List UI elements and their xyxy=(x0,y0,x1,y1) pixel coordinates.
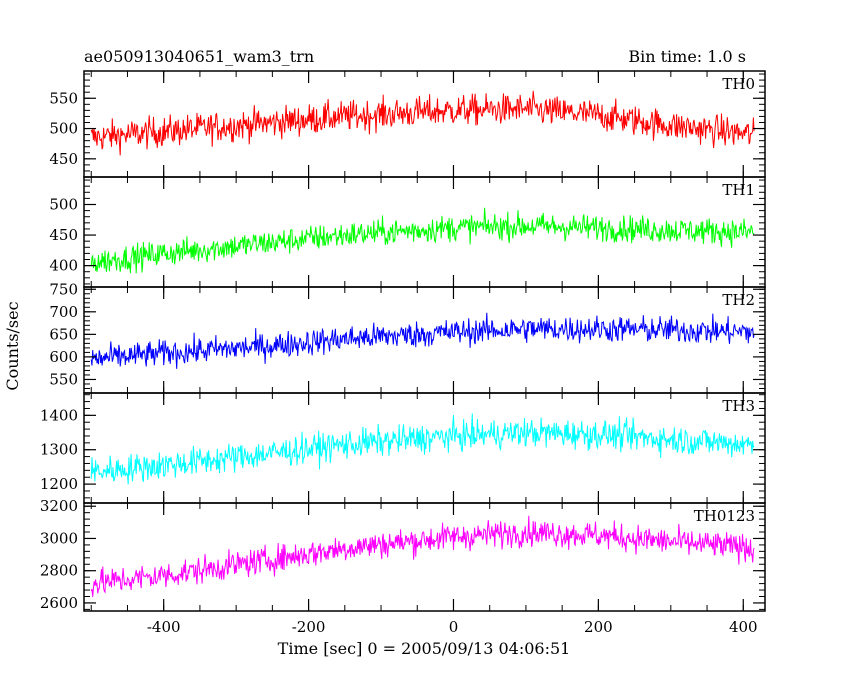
panel-th0: 450 500 550 TH0 xyxy=(49,70,766,178)
panel-label: TH0123 xyxy=(694,507,755,525)
panels-group: 450 500 550 TH0 400 450 500 TH1 550 600 650 700 750 T… xyxy=(40,70,766,636)
y-tick-label: 450 xyxy=(49,150,78,168)
x-axis-label: Time [sec] 0 = 2005/09/13 04:06:51 xyxy=(278,639,571,658)
y-tick-label: 550 xyxy=(49,89,78,107)
panel-label: TH1 xyxy=(722,181,755,199)
x-tick-label: 200 xyxy=(584,618,613,636)
panel-frame xyxy=(83,502,766,612)
series-line-th0123 xyxy=(90,515,755,597)
panel-th2: 550 600 650 700 750 TH2 xyxy=(49,280,766,394)
y-tick-label: 3200 xyxy=(40,497,78,515)
panel-label: TH3 xyxy=(722,397,755,415)
panel-th3: 1200 1300 1400 TH3 xyxy=(40,392,766,504)
panel-frame xyxy=(83,70,766,178)
chart-subtitle: Bin time: 1.0 s xyxy=(628,47,746,66)
series-line-th2 xyxy=(90,312,755,369)
x-tick-label: 400 xyxy=(729,618,758,636)
y-tick-label: 600 xyxy=(49,348,78,366)
y-tick-label: 3000 xyxy=(40,529,78,547)
y-tick-label: 700 xyxy=(49,303,78,321)
y-tick-label: 650 xyxy=(49,325,78,343)
y-tick-label: 1200 xyxy=(40,475,78,493)
y-tick-label: 500 xyxy=(49,120,78,138)
y-tick-label: 2800 xyxy=(40,562,78,580)
y-tick-label: 450 xyxy=(49,226,78,244)
series-line-th0 xyxy=(90,90,755,156)
series-line-th3 xyxy=(90,413,755,485)
x-tick-label: -400 xyxy=(147,618,181,636)
y-tick-label: 1300 xyxy=(40,441,78,459)
panel-th0123: 2600 2800 3000 3200 TH0123 xyxy=(40,497,766,612)
x-tick-label: -200 xyxy=(292,618,326,636)
y-tick-label: 550 xyxy=(49,370,78,388)
y-tick-label: 400 xyxy=(49,257,78,275)
y-tick-label: 1400 xyxy=(40,406,78,424)
y-tick-label: 500 xyxy=(49,196,78,214)
x-tick-label: 0 xyxy=(449,618,459,636)
y-axis-label: Counts/sec xyxy=(3,301,22,390)
y-tick-label: 750 xyxy=(49,280,78,298)
panel-label: TH2 xyxy=(722,291,755,309)
panel-label: TH0 xyxy=(722,75,755,93)
chart-title: ae050913040651_wam3_trn xyxy=(84,47,314,66)
panel-th1: 400 450 500 TH1 xyxy=(49,176,766,288)
series-line-th1 xyxy=(90,207,755,274)
y-tick-label: 2600 xyxy=(40,594,78,612)
